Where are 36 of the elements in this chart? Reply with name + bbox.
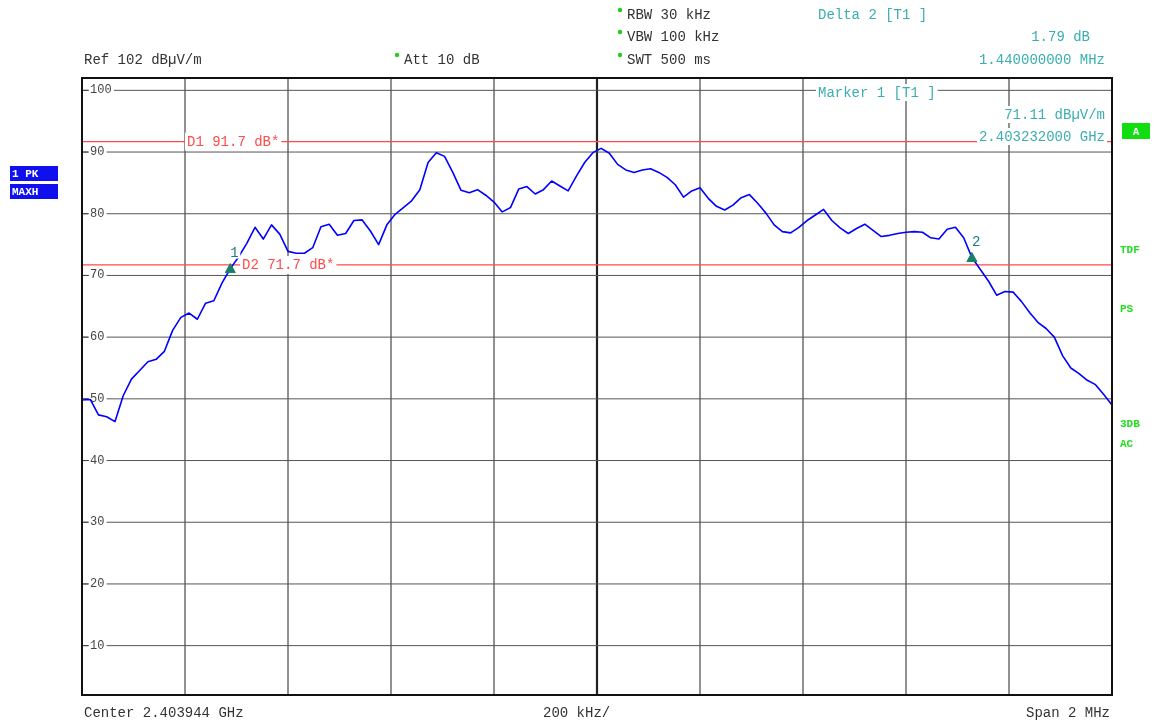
line-series [81, 147, 1113, 423]
text: Ref 102 dBµV/m [84, 52, 202, 68]
text: AC [1120, 438, 1134, 450]
text: MAXH [12, 186, 39, 198]
y-tick-label: 40 [90, 453, 105, 468]
text: Center 2.403944 GHz [84, 705, 244, 721]
y-tick-label: 80 [90, 206, 105, 221]
y-tick-label: 30 [90, 515, 105, 530]
series-label: 1 [230, 244, 239, 261]
text: RBW 30 kHz [627, 7, 712, 23]
y-tick-label: 10 [90, 638, 105, 653]
text: 3DB [1120, 418, 1141, 430]
annotation: 71.11 dBµV/m [1004, 107, 1105, 123]
text: TDF [1120, 244, 1140, 256]
ref-line-label: D2 71.7 dB* [242, 256, 335, 273]
series-label: 2 [971, 233, 981, 250]
text: Delta 2 [T1 ] [818, 7, 928, 23]
y-tick-label: 100 [90, 83, 112, 98]
y-tick-label: 60 [90, 330, 105, 345]
text: 1.79 dB [1031, 29, 1090, 45]
text: Span 2 MHz [1025, 705, 1110, 721]
text: PS [1120, 303, 1134, 315]
text: 1.440000000 MHz [978, 52, 1105, 68]
text: VBW 100 kHz [627, 29, 720, 45]
text: SWT 500 ms [627, 52, 712, 68]
text: A [1132, 126, 1140, 138]
annotation: Marker 1 [T1 ] [818, 85, 936, 101]
text: 200 kHz/ [543, 705, 611, 721]
text: 1 PK [12, 168, 39, 180]
annotation: 2.403232000 GHz [978, 129, 1105, 145]
text: Att 10 dB [404, 52, 480, 68]
y-tick-label: 70 [90, 268, 105, 283]
ref-line-label: D1 91.7 dB* [187, 133, 280, 150]
y-tick-label: 50 [90, 391, 105, 406]
y-tick-label: 20 [90, 576, 105, 591]
y-tick-label: 90 [90, 145, 105, 160]
